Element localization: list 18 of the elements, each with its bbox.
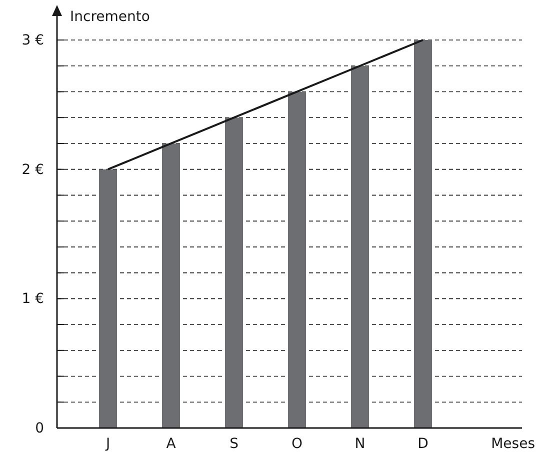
x-tick-label: D bbox=[418, 436, 428, 452]
x-tick-label: A bbox=[166, 436, 176, 452]
y-axis-title: Incremento bbox=[70, 9, 150, 25]
x-tick-label: O bbox=[291, 436, 303, 452]
x-tick-label: J bbox=[104, 436, 110, 452]
y-tick-label: 3 € bbox=[22, 32, 44, 48]
x-tick-label: N bbox=[354, 436, 366, 452]
y-tick-label: 1 € bbox=[22, 291, 44, 308]
bar bbox=[351, 66, 369, 428]
y-tick-label: 2 € bbox=[22, 162, 44, 178]
y-tick-label: 0 bbox=[35, 420, 44, 436]
bar bbox=[162, 143, 180, 428]
x-tick-label: S bbox=[230, 436, 239, 452]
bar bbox=[288, 92, 306, 428]
bar bbox=[99, 169, 117, 428]
bar bbox=[225, 118, 243, 428]
bar bbox=[414, 40, 432, 428]
x-axis-title: Meses bbox=[491, 436, 535, 452]
